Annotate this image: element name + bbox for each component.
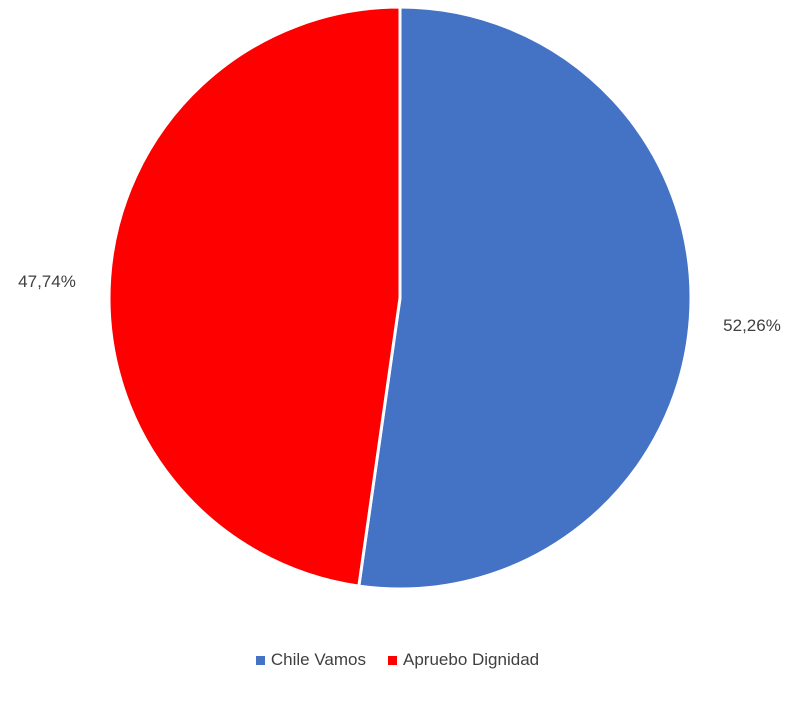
legend-label-chile-vamos: Chile Vamos [270,650,366,669]
legend-swatch-apruebo-dignidad [388,655,397,665]
legend: Chile Vamos Apruebo Dignidad [0,650,795,670]
data-label-chile-vamos: 52,26% [723,316,781,335]
pie-slice-chile-vamos [357,5,693,591]
pie-chart: 52,26% 47,74% [18,5,781,591]
legend-swatch-chile-vamos [255,655,265,665]
legend-item-chile-vamos: Chile Vamos [255,650,366,670]
legend-label-apruebo-dignidad: Apruebo Dignidad [403,650,540,669]
legend-item-apruebo-dignidad: Apruebo Dignidad [388,650,539,670]
data-label-apruebo-dignidad: 47,74% [18,272,76,291]
pie-slice-apruebo-dignidad [107,5,402,588]
